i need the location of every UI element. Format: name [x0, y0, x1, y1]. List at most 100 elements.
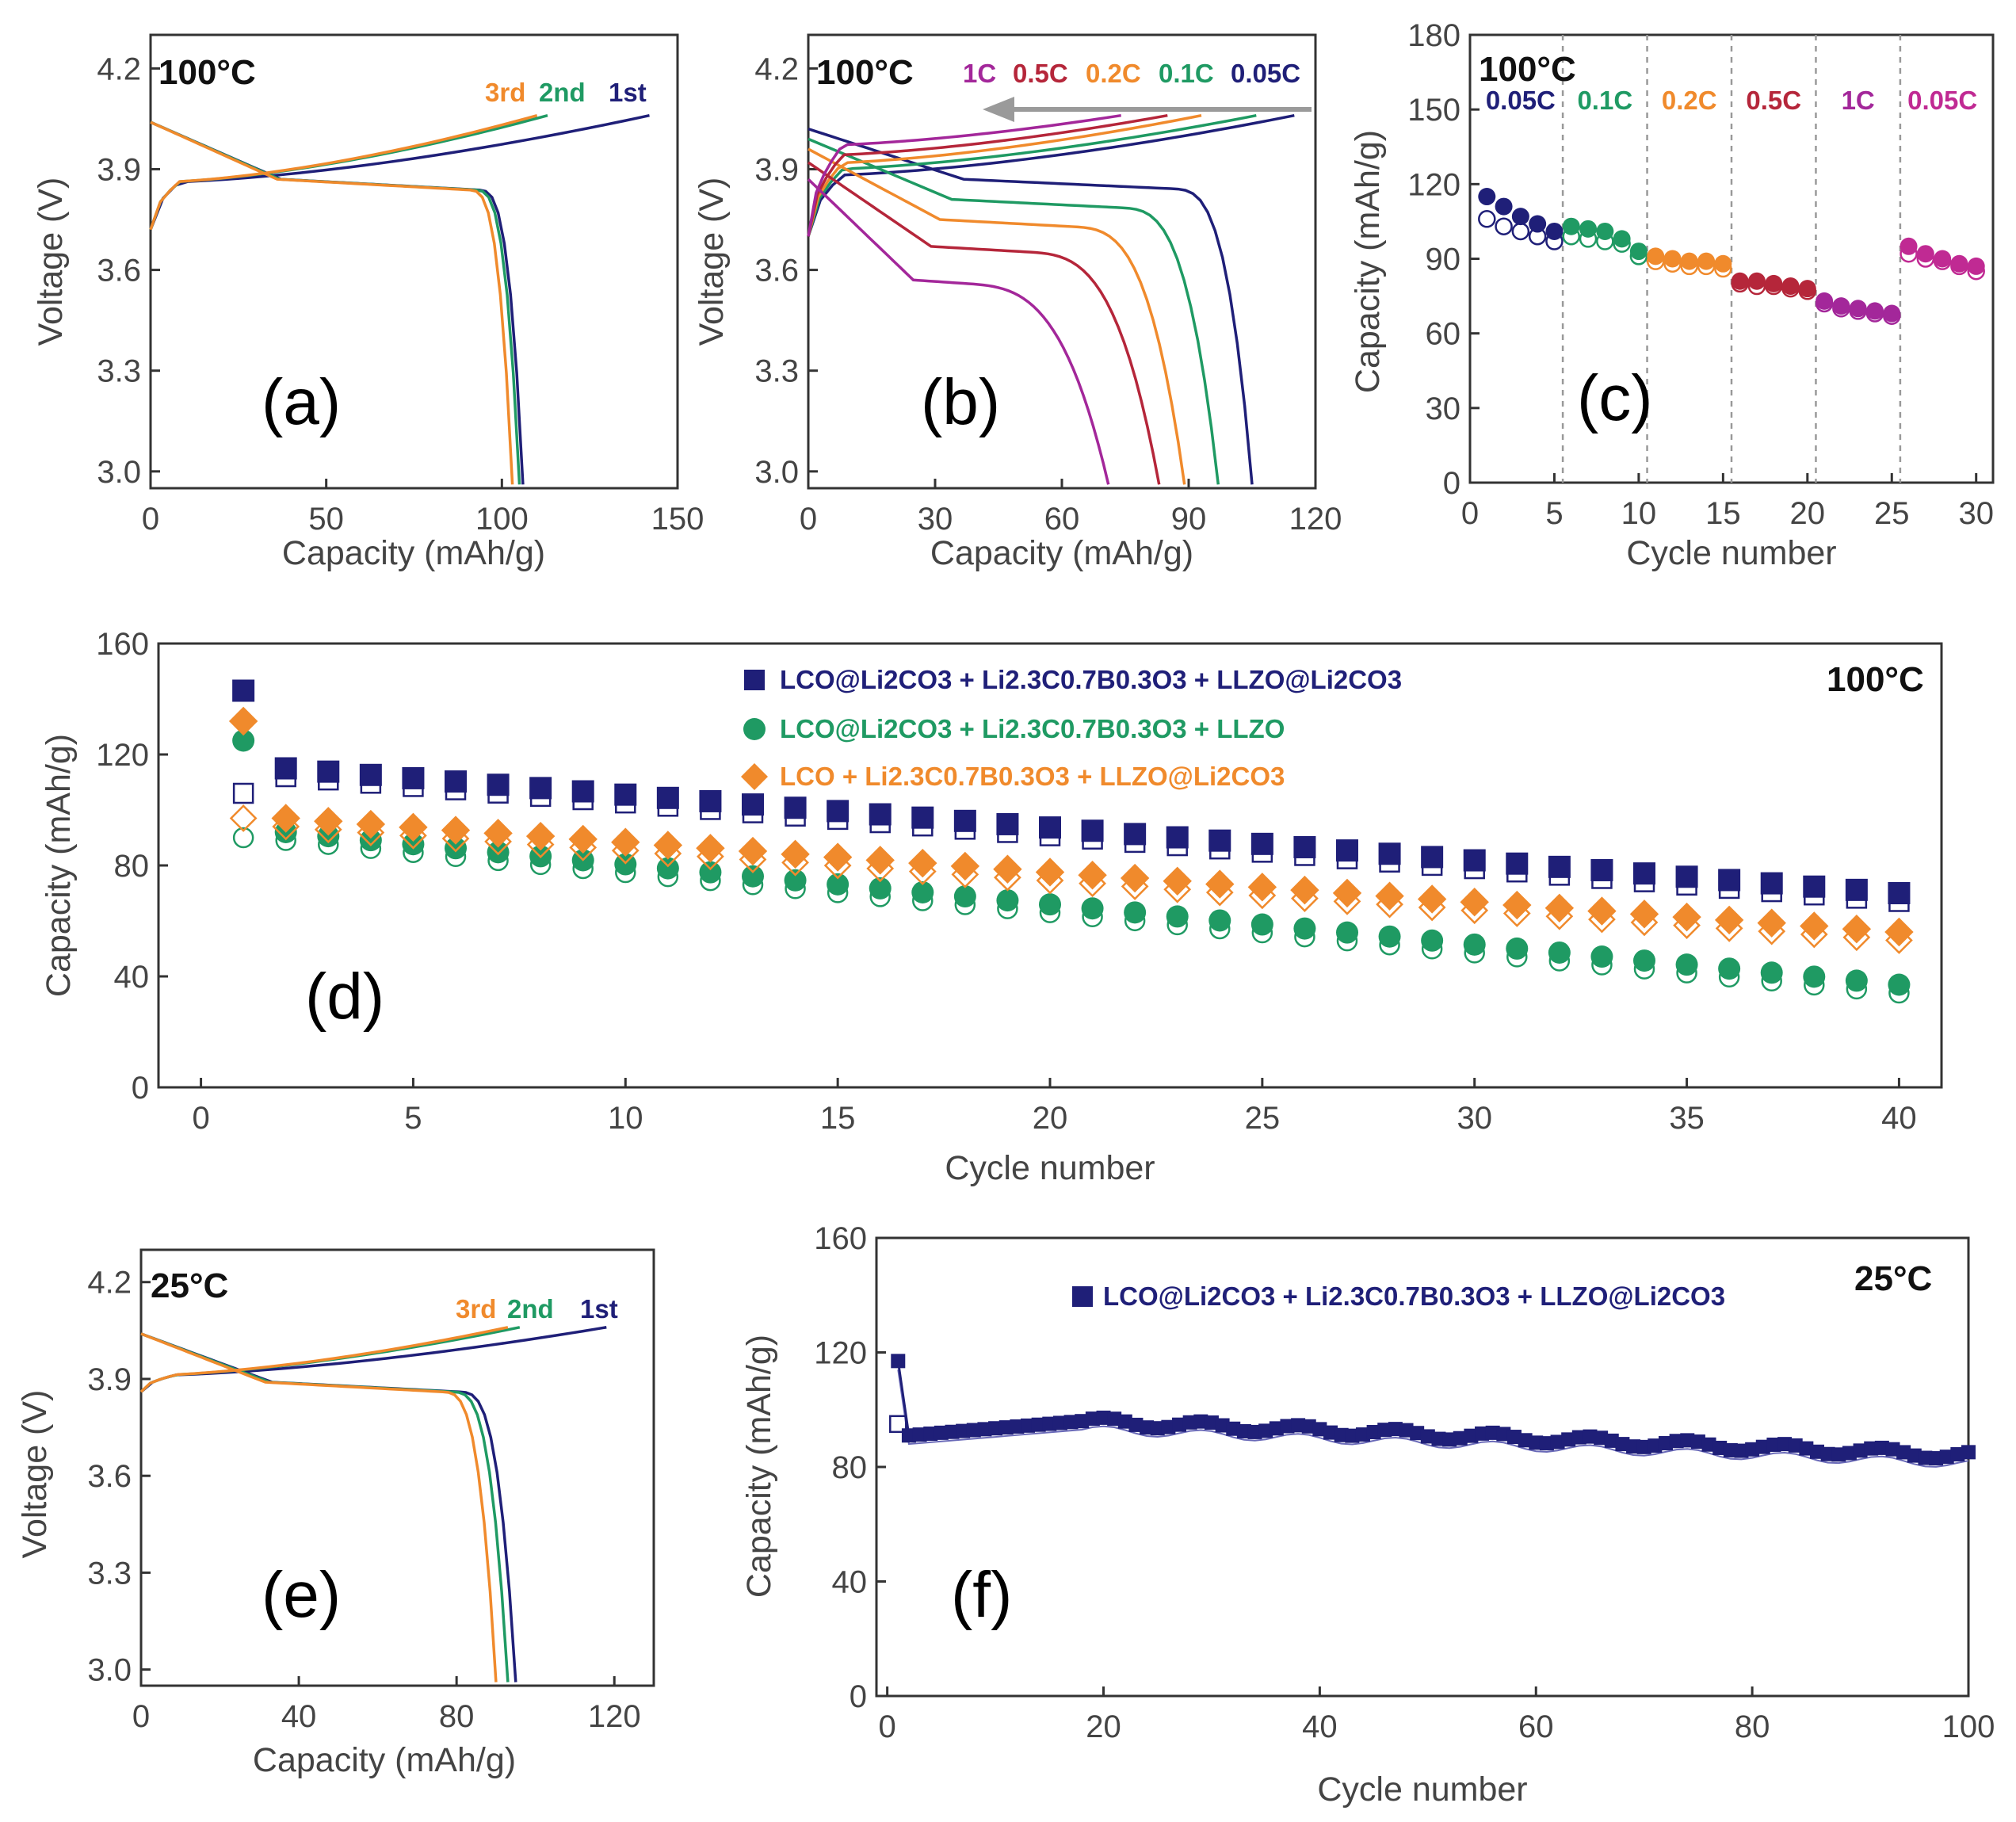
legend-marker-square — [1072, 1286, 1093, 1307]
x-tick-label-a: 150 — [651, 502, 704, 537]
x-tick-label-a: 0 — [142, 502, 159, 537]
charge-curve-3rd — [149, 114, 538, 231]
discharge-marker — [1334, 1427, 1349, 1442]
discharge-marker — [993, 854, 1022, 884]
y-tick-label-c: 90 — [1426, 243, 1461, 277]
x-tick-label-b: 30 — [918, 502, 953, 537]
discharge-marker — [1918, 1450, 1933, 1465]
discharge-marker — [1633, 949, 1655, 972]
discharge-marker — [1766, 1437, 1781, 1452]
discharge-marker — [1845, 969, 1868, 992]
rate-label: 0.05C — [1907, 86, 1977, 115]
discharge-marker — [1712, 1440, 1728, 1455]
discharge-marker — [1842, 1446, 1857, 1461]
discharge-curve-0.05C — [808, 127, 1254, 485]
y-tick-label-f: 0 — [850, 1679, 867, 1714]
x-axis-label-e: Capacity (mAh/g) — [253, 1741, 516, 1779]
legend-0.5C: 0.5C — [1013, 59, 1068, 88]
discharge-marker — [1734, 1443, 1749, 1458]
discharge-marker — [1485, 1425, 1500, 1440]
discharge-point — [1883, 304, 1901, 323]
discharge-marker — [823, 842, 853, 872]
discharge-marker — [923, 1427, 938, 1442]
charge-marker — [229, 804, 258, 832]
discharge-marker — [945, 1424, 960, 1439]
discharge-marker — [483, 819, 513, 848]
discharge-marker — [1626, 1439, 1641, 1454]
discharge-marker — [865, 846, 895, 875]
rate-label: 0.05C — [1486, 86, 1556, 115]
y-tick-label-d: 40 — [114, 960, 150, 995]
charge-point — [1511, 222, 1530, 241]
discharge-marker — [1021, 1418, 1036, 1433]
x-tick-label-b: 90 — [1171, 502, 1207, 537]
discharge-marker — [1506, 937, 1529, 960]
discharge-marker — [359, 829, 382, 852]
panel-e: 0 40 80 120 3.0 3.3 3.6 3.9 4.2 25°C 3rd 2nd 1st… — [16, 1248, 655, 1779]
discharge-marker — [1690, 1434, 1705, 1450]
x-tick-label-d: 15 — [820, 1101, 856, 1136]
discharge-marker — [1463, 933, 1486, 956]
discharge-marker — [1672, 902, 1701, 932]
discharge-marker — [314, 807, 343, 836]
discharge-marker — [1760, 961, 1783, 984]
discharge-marker — [1117, 1414, 1132, 1429]
x-axis-label-b: Capacity (mAh/g) — [930, 534, 1193, 572]
charge-curve-1st — [149, 113, 650, 231]
discharge-marker — [1675, 865, 1698, 888]
y-tick-label-d: 0 — [132, 1071, 149, 1106]
temperature-label-d: 100°C — [1827, 660, 1924, 699]
y-axis-label-e: Voltage (V) — [16, 1390, 54, 1559]
discharge-marker — [445, 770, 467, 793]
discharge-marker — [1888, 973, 1911, 996]
discharge-marker — [966, 1423, 981, 1438]
discharge-marker — [1803, 875, 1826, 898]
discharge-marker — [1853, 1443, 1868, 1458]
x-axis-label-a: Capacity (mAh/g) — [282, 534, 545, 572]
x-tick-label-e: 0 — [132, 1699, 150, 1734]
y-tick-label-a: 3.6 — [97, 254, 141, 288]
discharge-marker — [912, 1427, 927, 1442]
legend-0.1C: 0.1C — [1159, 59, 1214, 88]
y-tick-label-e: 3.9 — [87, 1362, 132, 1397]
x-tick-label-d: 25 — [1245, 1101, 1281, 1136]
discharge-marker — [1215, 1418, 1230, 1433]
discharge-marker — [1594, 1430, 1609, 1446]
discharge-point — [1865, 302, 1884, 320]
discharge-marker — [611, 827, 640, 857]
discharge-marker — [1929, 1451, 1944, 1466]
discharge-marker — [1714, 905, 1744, 935]
discharge-marker — [1809, 1444, 1824, 1459]
discharge-point — [1629, 243, 1648, 261]
discharge-marker — [1884, 917, 1914, 947]
discharge-marker — [1896, 1445, 1911, 1460]
y-tick-label-c: 0 — [1443, 466, 1460, 501]
discharge-marker — [1864, 1441, 1879, 1456]
y-tick-label-d: 80 — [114, 849, 150, 884]
x-tick-label-c: 20 — [1790, 496, 1826, 531]
legend-marker-circle — [743, 718, 766, 740]
discharge-marker — [1236, 1423, 1251, 1438]
discharge-marker — [1010, 1419, 1025, 1434]
x-tick-label-d: 35 — [1669, 1101, 1705, 1136]
discharge-marker — [1831, 1447, 1846, 1462]
charge-point — [1478, 210, 1496, 228]
discharge-marker — [1182, 1415, 1197, 1430]
discharge-marker — [1291, 1418, 1306, 1433]
discharge-marker — [891, 1354, 906, 1369]
discharge-marker — [656, 786, 679, 809]
discharge-point — [1613, 230, 1631, 248]
discharge-marker — [1874, 1440, 1889, 1455]
discharge-marker — [271, 804, 300, 833]
discharge-marker — [977, 1422, 992, 1437]
discharge-marker — [911, 806, 934, 829]
y-tick-label-b: 4.2 — [754, 52, 799, 86]
discharge-marker — [274, 757, 297, 780]
x-tick-label-c: 15 — [1705, 496, 1741, 531]
panel-label-e: (e) — [262, 1559, 341, 1631]
discharge-marker — [1803, 965, 1826, 988]
y-axis-label-d: Capacity (mAh/g) — [40, 734, 78, 997]
discharge-marker — [1355, 1427, 1370, 1442]
discharge-point — [1697, 252, 1716, 270]
y-tick-label-f: 160 — [814, 1221, 867, 1256]
